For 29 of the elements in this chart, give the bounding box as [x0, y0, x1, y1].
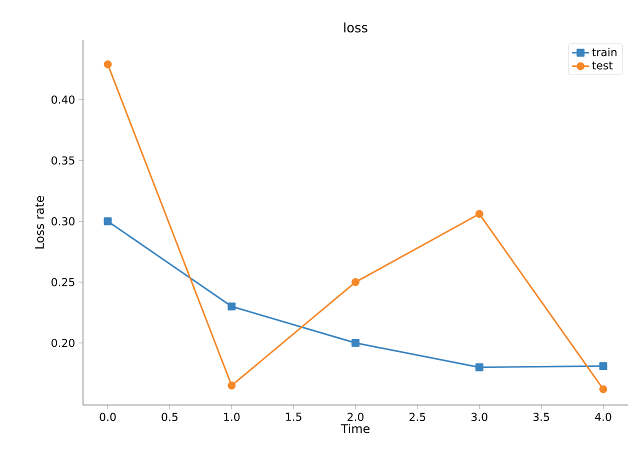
y-tick-label: 0.40 [52, 95, 74, 104]
x-tick-label: 0.0 [100, 412, 116, 422]
y-tick-label: 0.25 [52, 278, 74, 286]
chart-title: loss [344, 22, 368, 32]
x-tick-label: 3.0 [471, 412, 488, 422]
x-tick-label: 1.5 [286, 412, 302, 421]
point [228, 302, 236, 310]
point [475, 363, 484, 372]
point [104, 217, 112, 226]
y-axis-title: Loss rate [35, 196, 44, 248]
x-tick-label: 2.0 [348, 412, 364, 422]
x-axis-title: Time [340, 424, 370, 434]
x-tick-label: 3.5 [533, 412, 550, 422]
legend-label: test [592, 62, 613, 70]
point [104, 60, 112, 68]
point [599, 362, 608, 370]
x-tick-label: 1.0 [224, 412, 240, 422]
x-tick-label: 0.5 [162, 412, 178, 422]
point [475, 210, 484, 218]
point [352, 278, 360, 286]
y-tick-label: 0.30 [52, 217, 74, 226]
x-tick-label: 2.5 [410, 412, 426, 422]
y-tick-label: 0.35 [52, 156, 74, 165]
point [352, 338, 360, 347]
point [228, 382, 236, 390]
y-tick-label: 0.20 [52, 338, 74, 348]
x-tick-label: 4.0 [595, 412, 612, 422]
point [599, 385, 608, 394]
legend-label: train [592, 48, 616, 56]
